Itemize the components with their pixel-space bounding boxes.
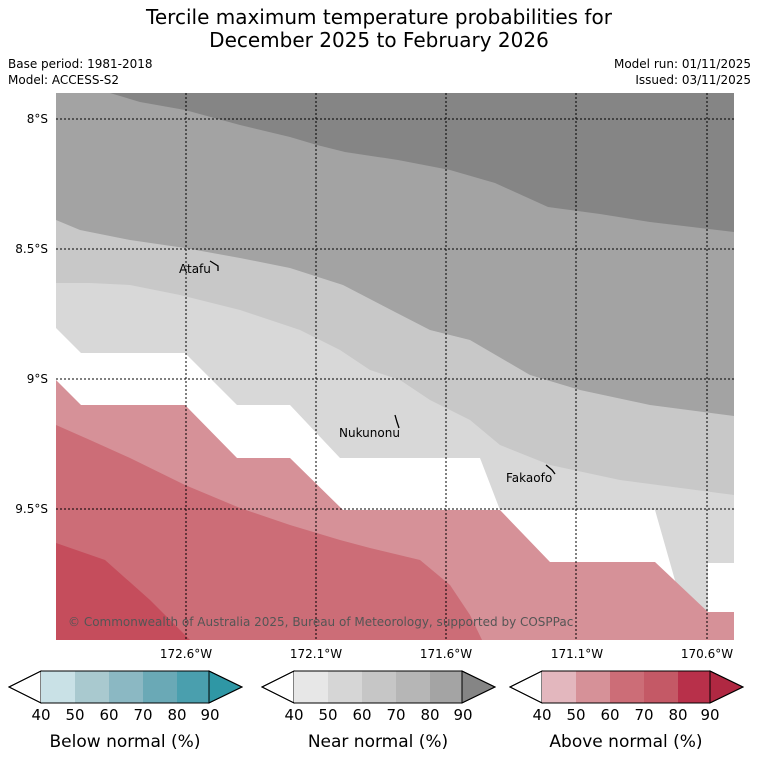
legend-tick: 50 xyxy=(566,706,585,724)
base-period: Base period: 1981-2018 xyxy=(8,57,153,71)
legend-tick: 50 xyxy=(318,706,337,724)
legend-tick: 60 xyxy=(600,706,619,724)
above-normal-50-60 xyxy=(56,425,482,640)
copyright-notice: © Commonwealth of Australia 2025, Bureau… xyxy=(68,615,573,629)
legend-below-low-cap xyxy=(7,670,42,704)
legend-near-swatch xyxy=(294,671,328,703)
lon-label: 171.6°W xyxy=(420,647,472,661)
lat-label: 8.5°S xyxy=(15,242,48,256)
legend-tick: 40 xyxy=(284,706,303,724)
legend-below-swatch xyxy=(41,671,75,703)
legend-below-swatch xyxy=(143,671,177,703)
lon-label: 170.6°W xyxy=(681,647,733,661)
legend-above-swatch xyxy=(678,671,710,703)
legend-near-low-cap xyxy=(260,670,295,704)
legend-tick: 80 xyxy=(668,706,687,724)
issued-date: Issued: 03/11/2025 xyxy=(635,73,751,87)
legend-below-swatch xyxy=(75,671,109,703)
chart-title-line2: December 2025 to February 2026 xyxy=(209,28,549,52)
legend-tick: 70 xyxy=(386,706,405,724)
legend-tick: 40 xyxy=(532,706,551,724)
lat-label: 9°S xyxy=(27,372,48,386)
near-normal-70-80 xyxy=(110,93,734,232)
map-area xyxy=(56,93,734,640)
atafu-atoll-icon xyxy=(209,260,219,271)
lat-label: 9.5°S xyxy=(15,502,48,516)
legend-tick: 90 xyxy=(453,706,472,724)
legend-near-swatch xyxy=(362,671,396,703)
lat-label: 8°S xyxy=(27,112,48,126)
legend-tick: 50 xyxy=(65,706,84,724)
legend-below-label: Below normal (%) xyxy=(50,732,201,752)
legend-below-normal: 40 50 60 70 80 90 Below normal (%) xyxy=(7,670,244,752)
legend-above-swatch xyxy=(542,671,576,703)
legend-above-swatch xyxy=(576,671,610,703)
legend-tick: 60 xyxy=(99,706,118,724)
legend-above-high-cap xyxy=(709,670,745,704)
legend-above-label: Above normal (%) xyxy=(549,732,702,752)
legend-near-swatch xyxy=(328,671,362,703)
legend-near-label: Near normal (%) xyxy=(308,732,448,752)
legend-tick: 80 xyxy=(420,706,439,724)
legend-above-swatch xyxy=(610,671,644,703)
model-name: Model: ACCESS-S2 xyxy=(8,73,120,87)
lon-label: 171.1°W xyxy=(551,647,603,661)
legend-tick: 40 xyxy=(31,706,50,724)
place-label-nukunonu: Nukunonu xyxy=(339,426,400,440)
legend-tick: 90 xyxy=(700,706,719,724)
legend-above-low-cap xyxy=(508,670,543,704)
legend-tick: 60 xyxy=(352,706,371,724)
legend-near-high-cap xyxy=(461,670,497,704)
legend-tick: 70 xyxy=(133,706,152,724)
legend-tick: 90 xyxy=(200,706,219,724)
place-label-fakaofo: Fakaofo xyxy=(506,471,552,485)
legend-tick: 80 xyxy=(167,706,186,724)
above-normal-60-70 xyxy=(56,543,190,640)
legend-tick: 70 xyxy=(634,706,653,724)
legend-near-normal: 40 50 60 70 80 90 Near normal (%) xyxy=(260,670,497,752)
nukunonu-atoll-icon xyxy=(394,414,400,429)
place-label-atafu: Atafu xyxy=(179,262,211,276)
fakaofo-atoll-icon xyxy=(545,464,556,475)
model-run: Model run: 01/11/2025 xyxy=(613,57,751,71)
legend-near-swatch xyxy=(396,671,430,703)
lon-label: 172.6°W xyxy=(160,647,212,661)
legend-below-high-cap xyxy=(208,670,244,704)
legend-below-swatch xyxy=(177,671,209,703)
legend-above-swatch xyxy=(644,671,678,703)
legend-above-normal: 40 50 60 70 80 90 Above normal (%) xyxy=(508,670,745,752)
lon-label: 172.1°W xyxy=(290,647,342,661)
legend-near-swatch xyxy=(430,671,462,703)
graticule xyxy=(56,93,734,640)
chart-title-line1: Tercile maximum temperature probabilitie… xyxy=(146,5,612,29)
legend-below-swatch xyxy=(109,671,143,703)
